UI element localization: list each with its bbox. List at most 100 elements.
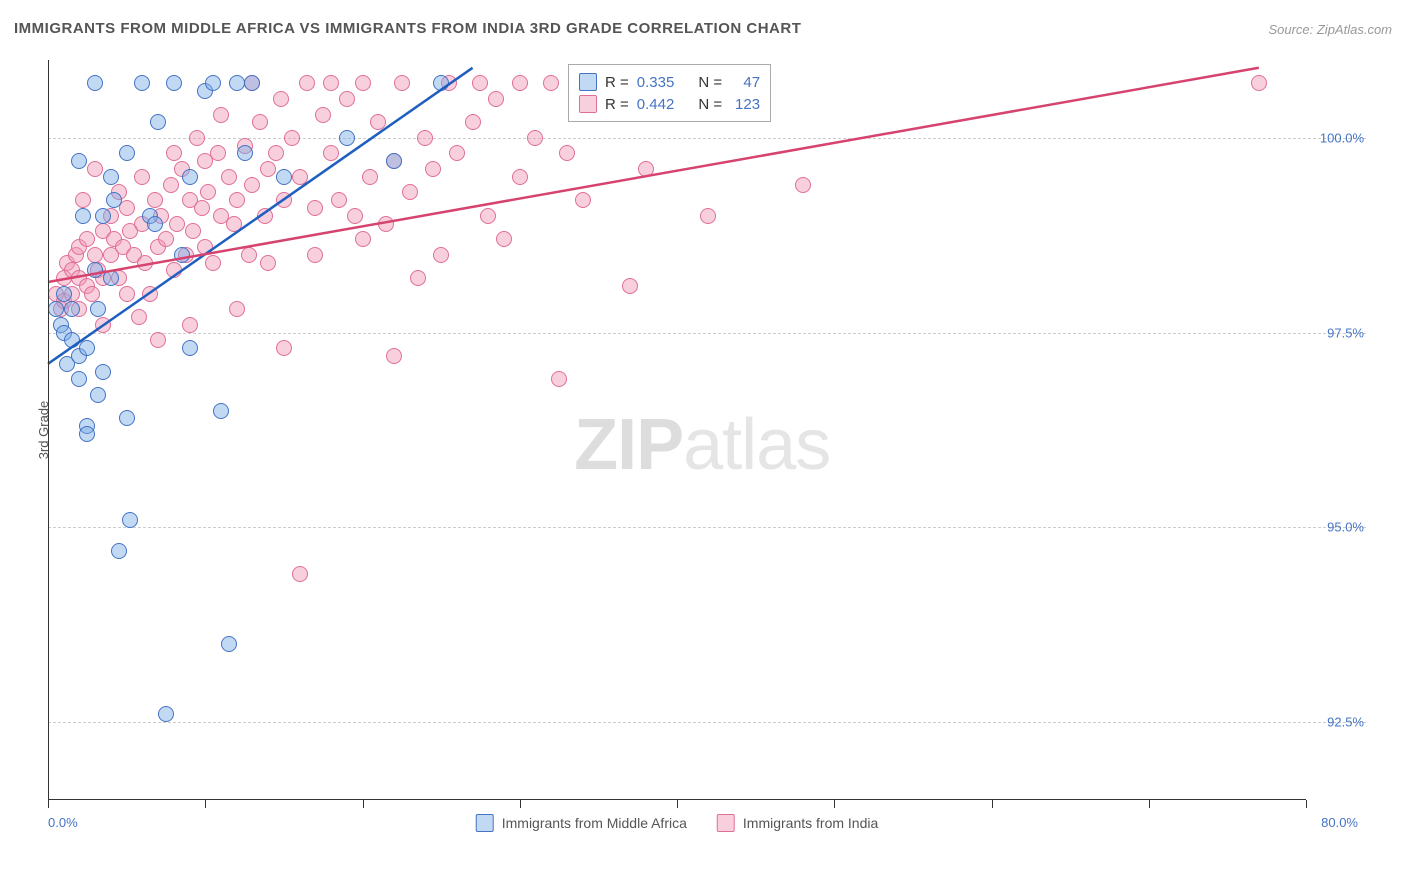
legend-swatch-series2 xyxy=(579,95,597,113)
stats-legend-row-2: R = 0.442 N = 123 xyxy=(579,93,760,115)
data-point xyxy=(95,317,111,333)
data-point xyxy=(95,364,111,380)
data-point xyxy=(575,192,591,208)
data-point xyxy=(244,177,260,193)
data-point xyxy=(355,231,371,247)
data-point xyxy=(496,231,512,247)
data-point xyxy=(87,75,103,91)
data-point xyxy=(134,169,150,185)
data-point xyxy=(169,216,185,232)
data-point xyxy=(111,543,127,559)
data-point xyxy=(307,200,323,216)
data-point xyxy=(197,239,213,255)
data-point xyxy=(260,255,276,271)
watermark: ZIPatlas xyxy=(574,404,830,486)
y-tick-label: 97.5% xyxy=(1327,325,1364,340)
data-point xyxy=(79,340,95,356)
data-point xyxy=(551,371,567,387)
data-point xyxy=(433,247,449,263)
x-tick xyxy=(834,800,835,808)
data-point xyxy=(425,161,441,177)
data-point xyxy=(284,130,300,146)
data-point xyxy=(700,208,716,224)
data-point xyxy=(95,208,111,224)
data-point xyxy=(158,706,174,722)
data-point xyxy=(213,403,229,419)
x-tick xyxy=(48,800,49,808)
data-point xyxy=(200,184,216,200)
data-point xyxy=(307,247,323,263)
data-point xyxy=(339,130,355,146)
data-point xyxy=(480,208,496,224)
data-point xyxy=(64,301,80,317)
data-point xyxy=(527,130,543,146)
data-point xyxy=(449,145,465,161)
data-point xyxy=(370,114,386,130)
data-point xyxy=(512,75,528,91)
legend-swatch-series1 xyxy=(579,73,597,91)
legend-swatch-icon xyxy=(476,814,494,832)
data-point xyxy=(512,169,528,185)
data-point xyxy=(205,75,221,91)
data-point xyxy=(417,130,433,146)
data-point xyxy=(237,145,253,161)
data-point xyxy=(48,301,64,317)
x-tick-label-80: 80.0% xyxy=(1321,815,1358,830)
data-point xyxy=(182,317,198,333)
data-point xyxy=(174,247,190,263)
data-point xyxy=(465,114,481,130)
y-tick-label: 100.0% xyxy=(1320,130,1364,145)
data-point xyxy=(150,114,166,130)
data-point xyxy=(147,192,163,208)
data-point xyxy=(472,75,488,91)
data-point xyxy=(315,107,331,123)
chart-title: IMMIGRANTS FROM MIDDLE AFRICA VS IMMIGRA… xyxy=(14,20,801,37)
data-point xyxy=(276,192,292,208)
x-tick xyxy=(205,800,206,808)
x-tick xyxy=(677,800,678,808)
data-point xyxy=(119,286,135,302)
data-point xyxy=(131,309,147,325)
data-point xyxy=(71,371,87,387)
data-point xyxy=(71,153,87,169)
data-point xyxy=(106,192,122,208)
data-point xyxy=(323,145,339,161)
data-point xyxy=(244,75,260,91)
y-tick-label: 95.0% xyxy=(1327,520,1364,535)
trend-lines xyxy=(48,60,1306,800)
data-point xyxy=(182,169,198,185)
data-point xyxy=(210,145,226,161)
data-point xyxy=(433,75,449,91)
data-point xyxy=(90,301,106,317)
data-point xyxy=(323,75,339,91)
data-point xyxy=(331,192,347,208)
data-point xyxy=(221,636,237,652)
data-point xyxy=(241,247,257,263)
data-point xyxy=(795,177,811,193)
stats-legend: R = 0.335 N = 47 R = 0.442 N = 123 xyxy=(568,64,771,122)
data-point xyxy=(213,107,229,123)
data-point xyxy=(362,169,378,185)
stats-legend-row-1: R = 0.335 N = 47 xyxy=(579,71,760,93)
x-tick xyxy=(992,800,993,808)
data-point xyxy=(559,145,575,161)
data-point xyxy=(394,75,410,91)
x-tick xyxy=(1149,800,1150,808)
data-point xyxy=(182,340,198,356)
data-point xyxy=(276,169,292,185)
data-point xyxy=(229,301,245,317)
bottom-legend-item-1: Immigrants from Middle Africa xyxy=(476,814,687,832)
data-point xyxy=(252,114,268,130)
data-point xyxy=(56,286,72,302)
data-point xyxy=(260,161,276,177)
data-point xyxy=(103,169,119,185)
source-attribution: Source: ZipAtlas.com xyxy=(1268,22,1392,37)
data-point xyxy=(229,192,245,208)
data-point xyxy=(119,410,135,426)
data-point xyxy=(103,270,119,286)
data-point xyxy=(1251,75,1267,91)
data-point xyxy=(166,262,182,278)
data-point xyxy=(79,231,95,247)
data-point xyxy=(292,566,308,582)
data-point xyxy=(84,286,100,302)
